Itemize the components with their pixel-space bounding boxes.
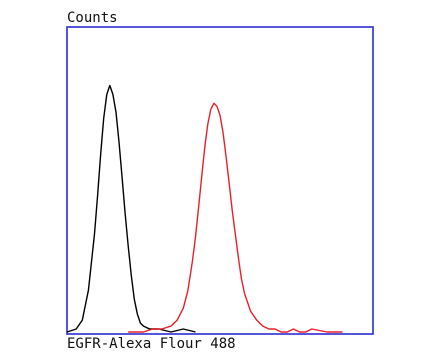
x-axis-label: EGFR-Alexa Flour 488 [67, 336, 236, 352]
series-layer [66, 84, 343, 333]
y-axis-label: Counts [67, 10, 118, 26]
plot-frame [66, 26, 374, 335]
series-line-2 [128, 102, 343, 333]
series-line-1 [66, 84, 196, 333]
